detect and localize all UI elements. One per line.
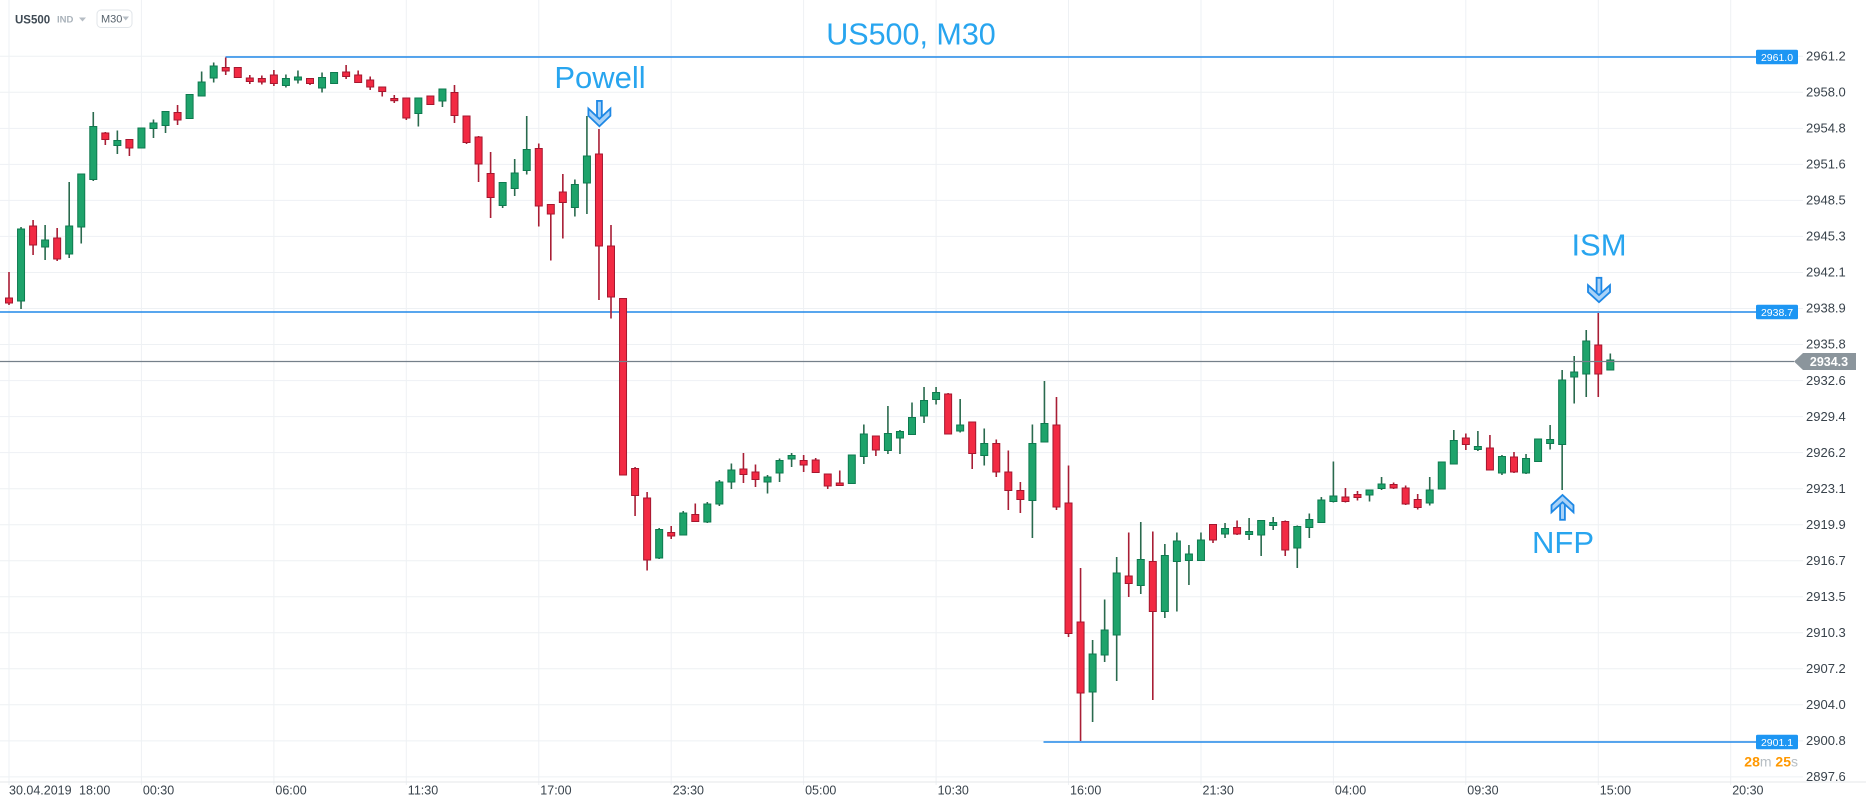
svg-text:2942.1: 2942.1 [1806, 265, 1846, 280]
svg-text:2901.1: 2901.1 [1761, 737, 1793, 749]
svg-text:11:30: 11:30 [408, 784, 438, 798]
svg-text:2907.2: 2907.2 [1806, 661, 1846, 676]
svg-text:Powell: Powell [554, 60, 645, 95]
svg-text:2938.9: 2938.9 [1806, 301, 1846, 316]
svg-text:US500: US500 [15, 15, 50, 27]
svg-text:2929.4: 2929.4 [1806, 409, 1846, 424]
svg-text:2951.6: 2951.6 [1806, 157, 1846, 172]
svg-text:05:00: 05:00 [805, 784, 836, 798]
svg-text:2916.7: 2916.7 [1806, 553, 1846, 568]
svg-text:04:00: 04:00 [1335, 784, 1366, 798]
svg-text:10:30: 10:30 [938, 784, 969, 798]
svg-text:2954.8: 2954.8 [1806, 121, 1846, 136]
svg-text:2935.8: 2935.8 [1806, 337, 1846, 352]
svg-text:30.04.2019: 30.04.2019 [9, 784, 72, 798]
svg-text:28m 25s: 28m 25s [1744, 754, 1798, 770]
svg-text:2897.6: 2897.6 [1806, 769, 1846, 784]
svg-text:2932.6: 2932.6 [1806, 373, 1846, 388]
svg-text:M30: M30 [101, 14, 122, 26]
svg-text:21:30: 21:30 [1203, 784, 1234, 798]
svg-text:06:00: 06:00 [275, 784, 306, 798]
svg-text:2961.2: 2961.2 [1806, 49, 1846, 64]
svg-text:17:00: 17:00 [540, 784, 571, 798]
svg-text:IND: IND [57, 15, 74, 26]
svg-text:2961.0: 2961.0 [1761, 52, 1793, 64]
svg-text:18:00: 18:00 [79, 784, 110, 798]
svg-text:US500, M30: US500, M30 [826, 18, 996, 52]
svg-text:NFP: NFP [1532, 525, 1594, 560]
svg-text:15:00: 15:00 [1600, 784, 1631, 798]
svg-text:09:30: 09:30 [1467, 784, 1498, 798]
svg-text:2948.5: 2948.5 [1806, 193, 1846, 208]
svg-text:2938.7: 2938.7 [1761, 307, 1793, 319]
svg-text:ISM: ISM [1571, 228, 1626, 263]
svg-text:2923.1: 2923.1 [1806, 481, 1846, 496]
svg-text:00:30: 00:30 [143, 784, 174, 798]
svg-text:2958.0: 2958.0 [1806, 85, 1846, 100]
svg-text:2934.3: 2934.3 [1810, 355, 1848, 369]
svg-text:2919.9: 2919.9 [1806, 517, 1846, 532]
svg-text:2913.5: 2913.5 [1806, 589, 1846, 604]
svg-text:2904.0: 2904.0 [1806, 697, 1846, 712]
svg-text:20:30: 20:30 [1732, 784, 1763, 798]
svg-text:2926.2: 2926.2 [1806, 445, 1846, 460]
svg-text:2945.3: 2945.3 [1806, 229, 1846, 244]
svg-text:16:00: 16:00 [1070, 784, 1101, 798]
svg-text:23:30: 23:30 [673, 784, 704, 798]
svg-text:2910.3: 2910.3 [1806, 625, 1846, 640]
svg-text:2900.8: 2900.8 [1806, 733, 1846, 748]
